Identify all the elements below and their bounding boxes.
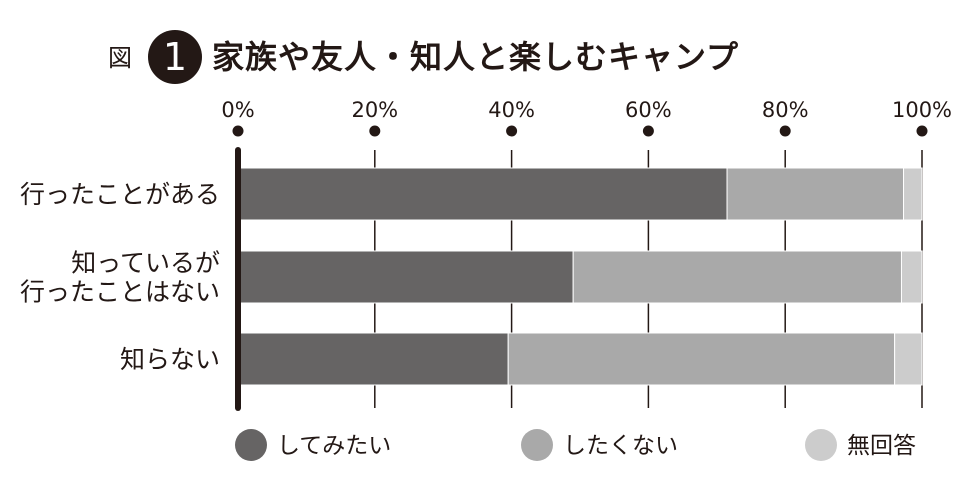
legend-label: 無回答 [847,433,916,459]
figure-prefix: 図 [108,44,132,72]
category-label: 知らない [120,345,220,374]
legend-label: したくない [563,433,678,459]
bar-segment [237,167,728,221]
bars [237,167,923,386]
bar-segment [726,167,905,221]
x-tick-marker [506,125,518,137]
legend-swatch [805,429,837,461]
bar-segment [894,332,923,386]
x-tick-marker [369,125,381,137]
x-tick-label: 40% [488,98,535,122]
bar-segment [237,332,509,386]
category-label: 行ったことがある [20,180,220,209]
category-label: 行ったことはない [20,278,220,307]
bar-segment [572,250,902,304]
x-tick-label: 20% [351,98,398,122]
bar-segment [903,167,923,221]
x-tick-marker [916,125,928,137]
bar-segment [507,332,896,386]
legend-swatch [521,429,553,461]
legend-label: してみたい [277,433,391,459]
bar-segment [900,250,923,304]
x-tick-marker [232,125,244,137]
x-tick-label: 100% [892,98,952,122]
legend-swatch [235,429,267,461]
x-axis-ticks: 0% 20% 40% 60% 80% 100% [221,98,952,137]
figure-number-badge: 1 [148,30,202,84]
x-tick-label: 60% [625,98,672,122]
chart-title: 家族や友人・知人と楽しむキャンプ [212,38,740,76]
x-tick-label: 0% [221,98,254,122]
category-label: 知っているが [71,249,220,278]
x-tick-label: 80% [762,98,809,122]
legend: してみたい したくない 無回答 [235,429,916,461]
x-tick-marker [779,125,791,137]
bar-segment [237,250,574,304]
x-tick-marker [642,125,654,137]
